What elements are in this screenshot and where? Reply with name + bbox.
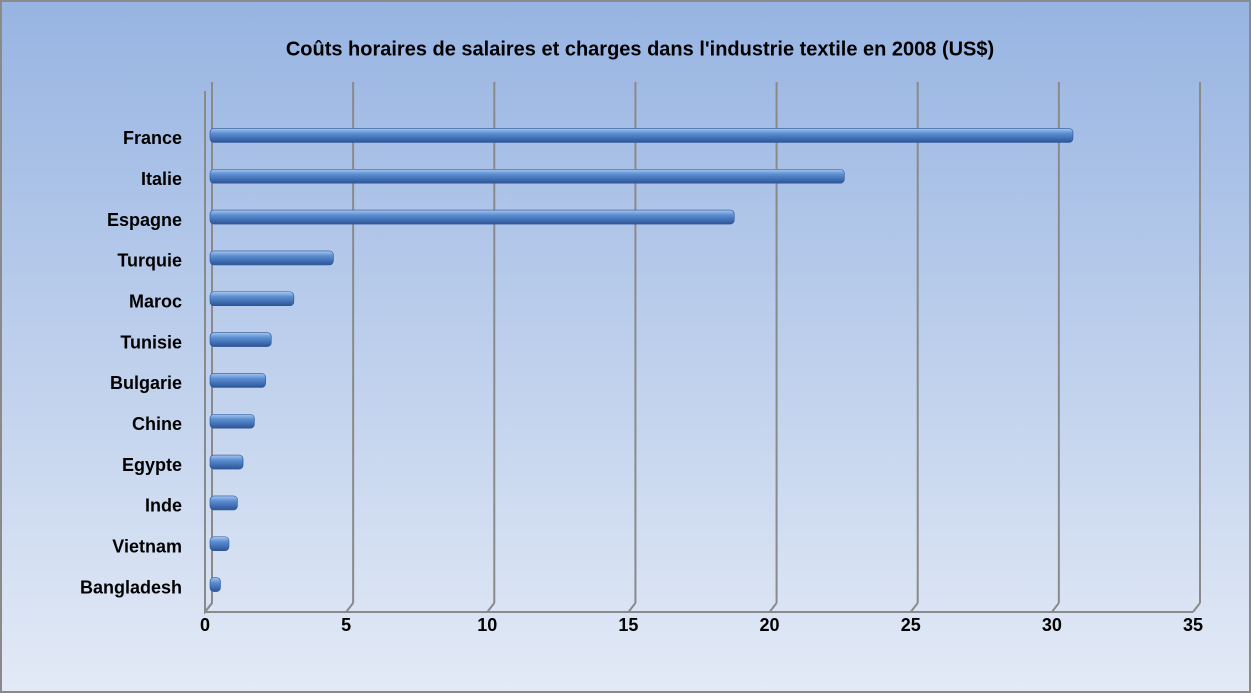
x-tick-label: 0 [200, 615, 210, 635]
bar [209, 495, 238, 511]
x-tick-label: 20 [760, 615, 780, 635]
y-tick-label: Espagne [107, 210, 182, 230]
grid-line-floor [486, 602, 496, 613]
grid-line-floor [909, 602, 919, 613]
y-tick-label: Egypte [122, 455, 182, 475]
grid-line-floor [1051, 602, 1060, 613]
bar [209, 209, 735, 225]
grid-line-floor [627, 602, 637, 613]
bar [209, 168, 845, 184]
grid-line-floor [204, 602, 213, 613]
bar [209, 413, 255, 429]
y-tick-label: Turquie [117, 251, 182, 271]
y-tick-label: France [123, 128, 182, 148]
chart-title: Coûts horaires de salaires et charges da… [286, 38, 994, 60]
grid-line-floor [1192, 602, 1201, 613]
bar [209, 536, 230, 552]
y-tick-label: Italie [141, 169, 182, 189]
bar [209, 332, 272, 347]
x-tick-label: 10 [477, 615, 497, 635]
bar [209, 454, 244, 470]
bar [209, 373, 266, 388]
bar [209, 577, 221, 592]
bar [209, 291, 295, 307]
y-tick-label: Bulgarie [110, 373, 182, 393]
y-tick-label: Maroc [129, 292, 182, 312]
x-tick-label: 5 [341, 615, 351, 635]
bar [209, 128, 1074, 143]
y-tick-label: Tunisie [120, 332, 182, 352]
y-tick-label: Chine [132, 414, 182, 434]
x-tick-label: 30 [1042, 615, 1062, 635]
y-tick-label: Inde [145, 496, 182, 516]
x-tick-label: 15 [618, 615, 638, 635]
grid-line-floor [345, 602, 354, 613]
x-tick-label: 25 [901, 615, 921, 635]
bar [209, 250, 334, 266]
y-tick-label: Vietnam [112, 537, 182, 557]
y-tick-label: Bangladesh [80, 577, 182, 597]
grid-line-floor [768, 602, 778, 613]
x-tick-label: 35 [1183, 615, 1203, 635]
